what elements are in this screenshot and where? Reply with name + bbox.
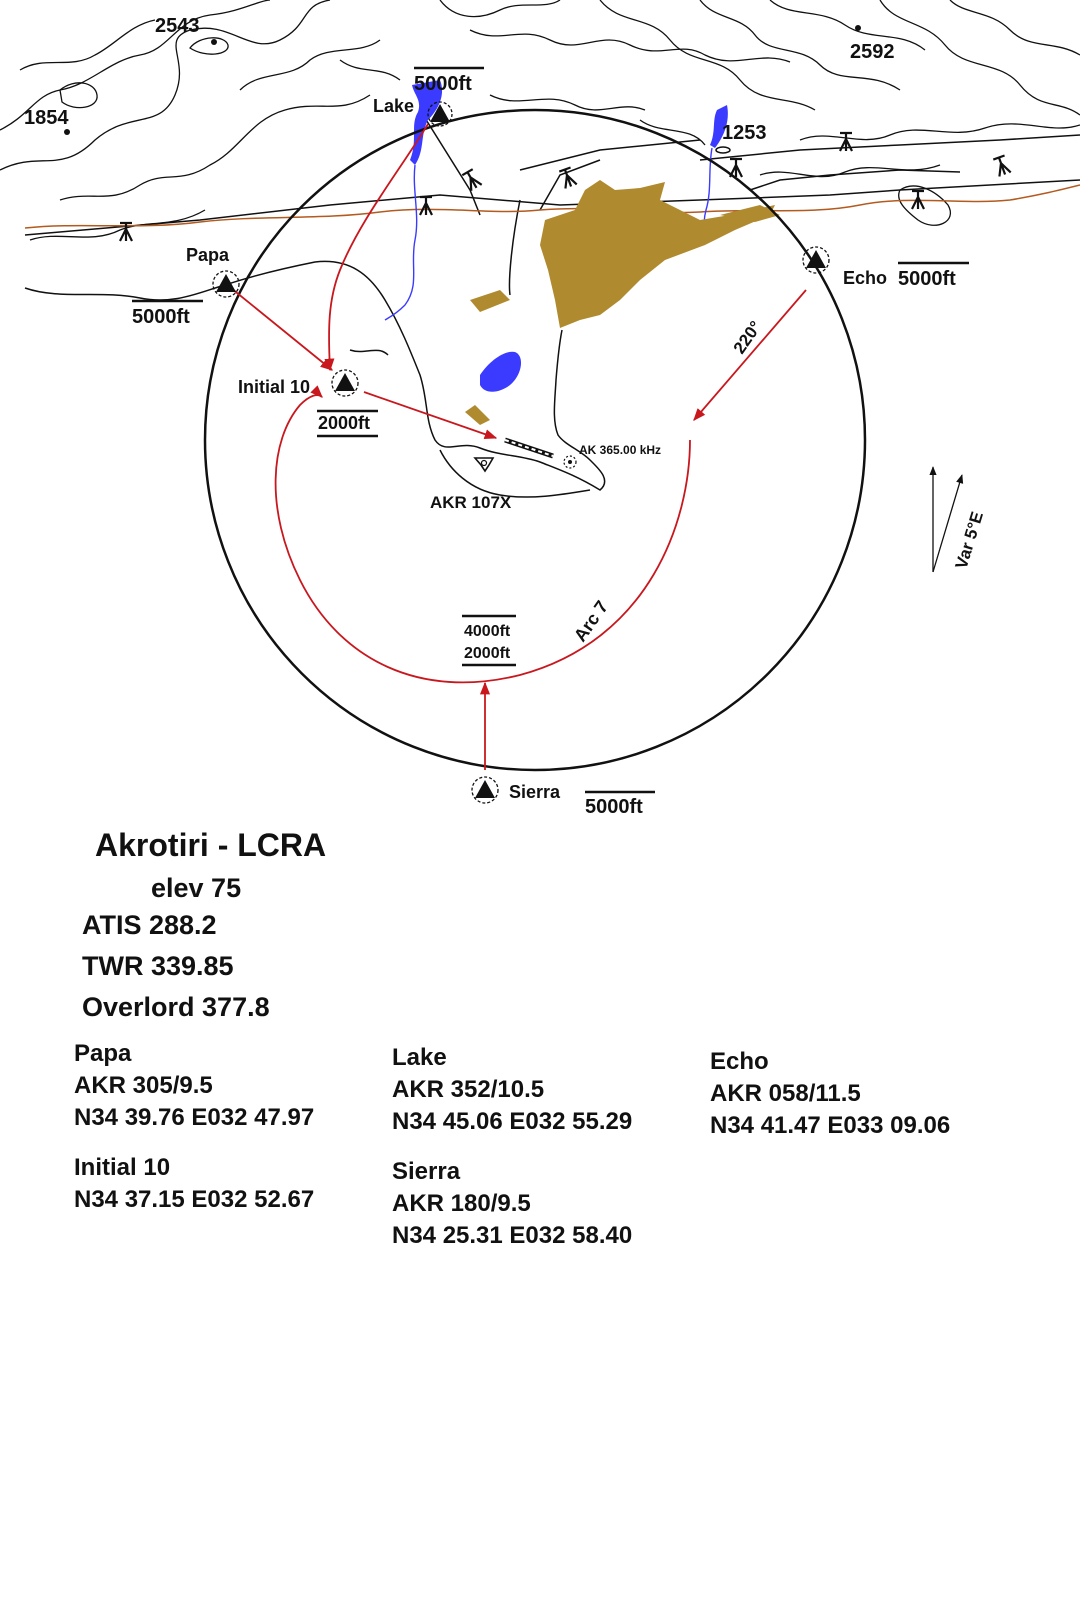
approach-routes	[225, 123, 807, 770]
atis-frequency: ATIS 288.2	[82, 910, 217, 940]
airport-title: Akrotiri - LCRA	[95, 827, 327, 863]
urban-areas	[465, 180, 780, 425]
point-echo: Echo AKR 058/11.5 N34 41.47 E033 09.06	[710, 1046, 950, 1142]
north-arrow-icon	[929, 466, 964, 573]
waypoint-lake: Lake 5000ft	[373, 66, 484, 127]
peak-1253: 1253	[715, 122, 767, 154]
waypoint-altitude: 5000ft	[585, 796, 643, 818]
point-name: Papa	[74, 1040, 132, 1067]
peak-2543: 2543	[155, 15, 217, 45]
point-lake: Lake AKR 352/10.5 N34 45.06 E032 55.29	[392, 1042, 632, 1138]
waypoint-initial-10: Initial 10 2000ft	[238, 369, 378, 438]
water	[384, 80, 728, 392]
point-coords: N34 25.31 E032 58.40	[392, 1222, 633, 1249]
runway	[504, 437, 554, 459]
approach-chart: 2543 1854 2592 1253 AK 365.00 kHz AKR 10…	[0, 0, 1080, 818]
waypoint-label: Papa	[186, 245, 230, 265]
arc-label: Arc 7	[570, 597, 612, 645]
waypoint-label: Sierra	[509, 782, 561, 802]
point-bearing: AKR 058/11.5	[710, 1080, 861, 1107]
peak-2592: 2592	[850, 25, 895, 63]
point-initial-10: Initial 10 N34 37.15 E032 52.67	[74, 1152, 314, 1216]
point-bearing: AKR 180/9.5	[392, 1190, 531, 1217]
point-papa: Papa AKR 305/9.5 N34 39.76 E032 47.97	[74, 1038, 314, 1134]
waypoint-altitude: 5000ft	[132, 306, 190, 328]
terrain-contours	[0, 0, 1080, 241]
tower-frequency: TWR 339.85	[82, 951, 234, 981]
waypoint-label: Initial 10	[238, 377, 310, 397]
variation-label: Var 5°E	[952, 509, 987, 571]
route-lake-initial	[324, 123, 429, 372]
coastline	[24, 199, 606, 498]
route-initial-runway	[363, 391, 498, 440]
waypoint-papa: Papa 5000ft	[132, 245, 240, 328]
point-coords: N34 41.47 E033 09.06	[710, 1112, 951, 1139]
point-name: Lake	[392, 1044, 447, 1071]
waypoint-altitude: 5000ft	[414, 73, 472, 95]
tacan-label: AKR 107X	[430, 493, 512, 512]
arc-alt-lower: 2000ft	[464, 645, 511, 662]
peak-1854: 1854	[24, 107, 70, 135]
roads	[24, 109, 1080, 236]
waypoint-label: Lake	[373, 96, 414, 116]
ndb-icon	[563, 455, 577, 469]
power-line-symbols	[119, 131, 1012, 242]
waypoint-altitude: 2000ft	[318, 413, 370, 433]
range-circle	[203, 108, 867, 772]
ndb-label: AK 365.00 kHz	[579, 443, 661, 457]
point-coords: N34 45.06 E032 55.29	[392, 1108, 633, 1135]
point-name: Sierra	[392, 1158, 461, 1185]
peak-label: 2592	[850, 41, 895, 63]
arc-alt-upper: 4000ft	[464, 623, 511, 640]
route-papa-initial	[225, 283, 333, 371]
airport-elevation: elev 75	[151, 873, 242, 903]
waypoint-sierra: Sierra 5000ft	[471, 776, 655, 818]
peak-label: 1854	[24, 107, 69, 129]
route-echo-arc	[693, 289, 807, 421]
point-coords: N34 37.15 E032 52.67	[74, 1186, 315, 1213]
waypoint-altitude: 5000ft	[898, 268, 956, 290]
point-bearing: AKR 305/9.5	[74, 1072, 213, 1099]
point-sierra: Sierra AKR 180/9.5 N34 25.31 E032 58.40	[392, 1156, 632, 1252]
peak-label: 1253	[722, 122, 767, 144]
waypoint-label: Echo	[843, 268, 887, 288]
arc-7	[274, 385, 691, 684]
point-name: Echo	[710, 1048, 769, 1075]
point-name: Initial 10	[74, 1154, 171, 1181]
peak-label: 2543	[155, 15, 200, 37]
course-label: 220°	[730, 317, 766, 357]
point-coords: N34 39.76 E032 47.97	[74, 1104, 315, 1131]
overlord-frequency: Overlord 377.8	[82, 992, 270, 1022]
arc-altitude-block: 4000ft 2000ft	[462, 614, 516, 667]
waypoint-echo: Echo 5000ft	[802, 246, 969, 290]
point-bearing: AKR 352/10.5	[392, 1076, 545, 1103]
tacan-icon	[473, 457, 495, 473]
